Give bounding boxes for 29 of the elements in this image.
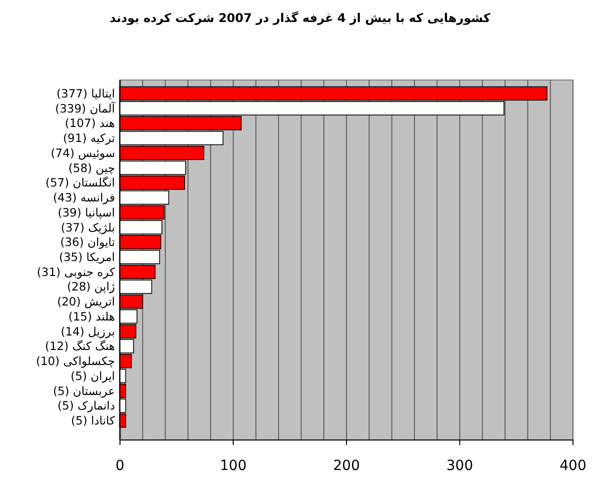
y-tick-label: ایتالیا (377) [56, 86, 115, 100]
x-tick-label: 100 [220, 458, 247, 474]
y-tick-label: چین (58) [68, 160, 115, 175]
y-tick-label: آلمان (339) [55, 101, 116, 116]
y-tick-label: فرانسه (43) [53, 190, 115, 205]
y-tick-label: اتریش (20) [57, 294, 115, 309]
y-tick-label: اسپانیا (39) [58, 205, 115, 220]
y-tick-label: هلند (15) [68, 309, 115, 324]
y-tick-label: تایوان (36) [60, 235, 115, 250]
y-tick-label: هنگ کنگ (12) [44, 339, 115, 354]
x-tick-label: 200 [333, 458, 360, 474]
x-tick-label: 0 [116, 458, 124, 474]
y-tick-label: انگلستان (57) [45, 176, 115, 190]
x-tick-label: 300 [446, 458, 474, 474]
y-tick-label: عربستان (5) [52, 384, 115, 398]
x-tick-label: 400 [560, 458, 586, 474]
y-tick-label: دانمارک (5) [58, 398, 115, 413]
y-tick-label: امریکا (35) [58, 250, 115, 264]
y-tick-label: ترکیه (91) [63, 131, 115, 146]
chart-title: کشورهایی که با بیش از 4 غرفه گذار در 2007 شرکت کرده بودند [110, 11, 490, 25]
y-tick-label: هند (107) [64, 116, 115, 130]
y-tick-label: سوئیس (74) [50, 146, 115, 160]
y-tick-label: چکسلواکی (10) [36, 354, 115, 368]
y-tick-label: ژاپن (28) [67, 280, 116, 294]
y-tick-label: بلژیک (37) [60, 220, 115, 234]
y-tick-label: ایران (5) [70, 368, 115, 383]
y-tick-label: برزیل (14) [60, 324, 115, 338]
y-tick-label: کره جنوبی (31) [36, 264, 116, 279]
y-tick-label: کانادا (5) [71, 414, 116, 428]
